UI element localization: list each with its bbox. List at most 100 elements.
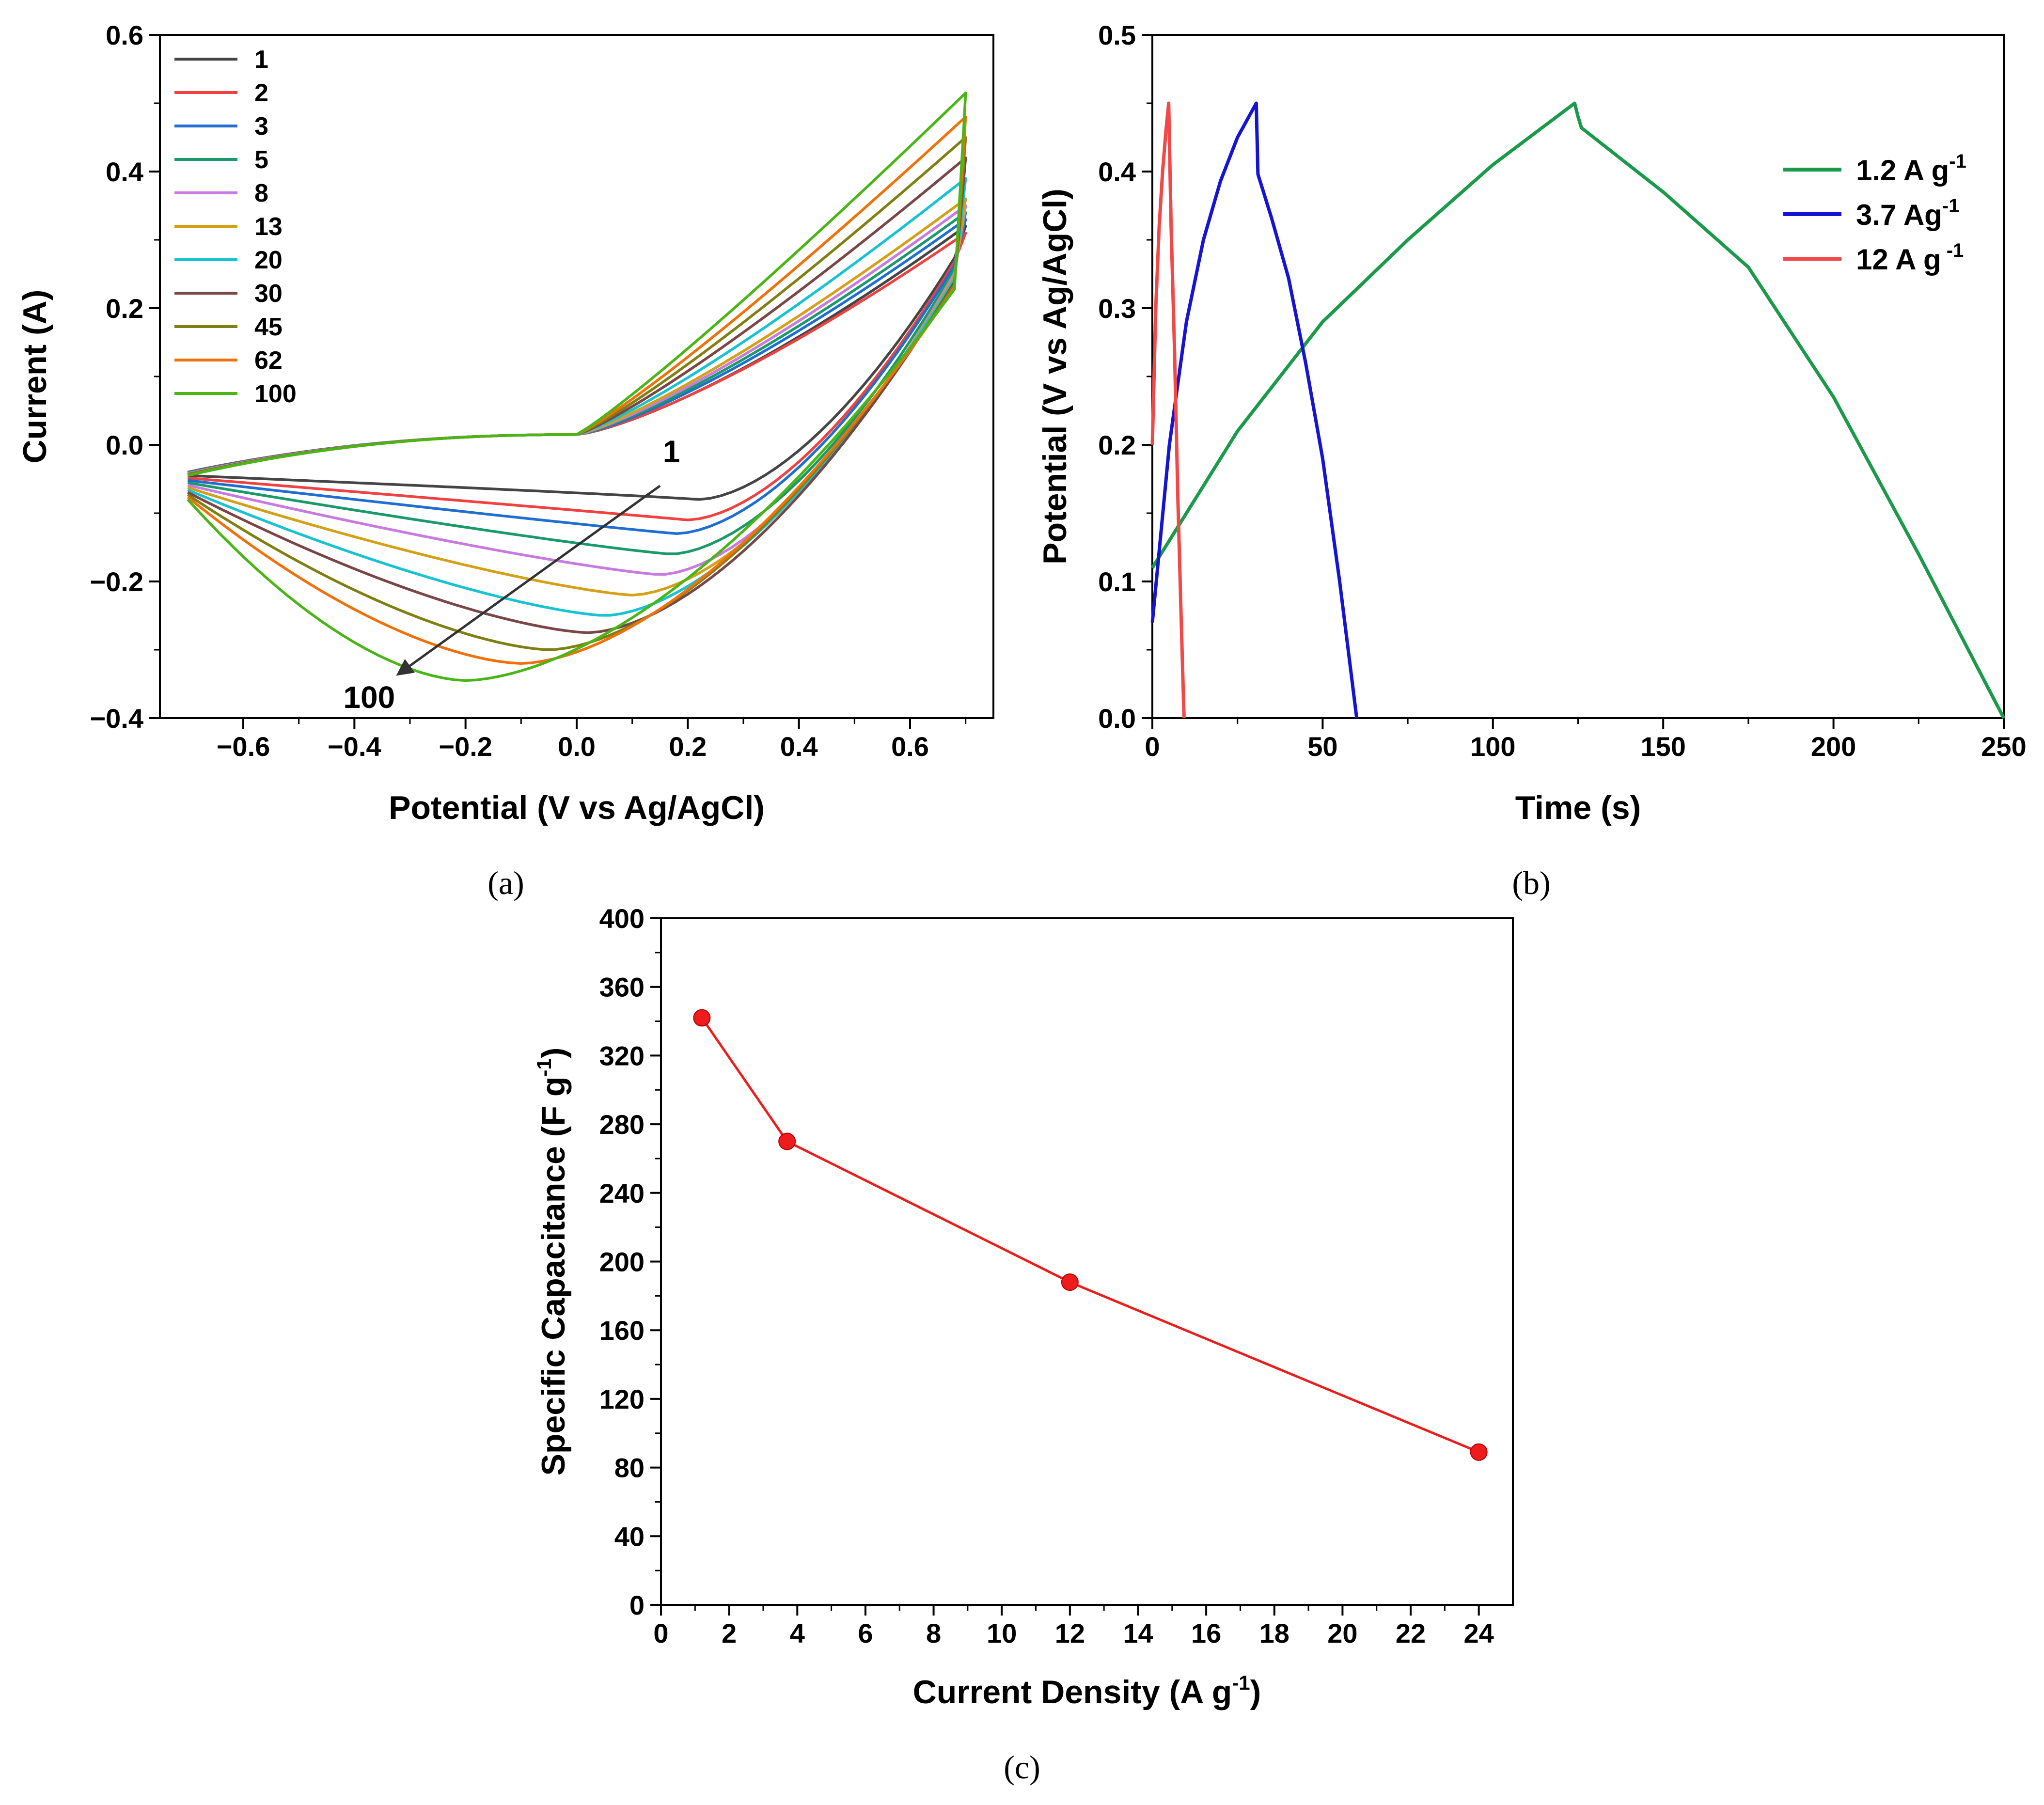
panel-c-y-axis-title: Specific Capacitance (F g-1) [533,1048,572,1476]
panel-b-legend-label-main: 12 A g [1856,243,1941,276]
panel-a-legend-label-13: 13 [254,213,283,241]
panel-c-x-axis-title-end: ) [1250,1674,1261,1711]
panel-b-x-tick-label: 200 [1811,731,1856,762]
panel-a-y-tick-label: 0.6 [106,20,143,50]
panel-a-trend-arrow [396,485,661,676]
panel-b-y-tick-label: 0.2 [1098,430,1136,460]
panel-c-y-tick-label: 360 [599,972,645,1003]
panel-c-y-tick-label: 40 [614,1521,645,1552]
panel-c-x-tick-label: 4 [790,1618,805,1648]
panel-b-x-tick-label: 0 [1145,731,1160,762]
panel-c-y-tick-label: 120 [599,1384,645,1414]
panel-a-y-tick-label: 0.0 [106,430,143,460]
panel-c-data-point [1470,1443,1488,1461]
panel-c-series-line [701,1017,1479,1454]
panel-a-legend-label-3: 3 [254,112,268,141]
panel-a-y-axis-title: Current (A) [16,290,53,464]
panel-c-y-axis-title-main: Specific Capacitance (F g [535,1077,572,1476]
panel-c-y-tick-label: 320 [599,1040,645,1071]
panel-c-x-tick-label: 24 [1464,1618,1494,1648]
panel-c-y-tick-label: 240 [599,1178,645,1209]
panel-a-x-tick-label: 0.2 [669,731,707,762]
panel-b-legend-label-1: 3.7 Ag-1 [1856,195,1959,231]
panel-a-y-tick-label: −0.2 [90,566,143,597]
panel-c-data-point [693,1009,711,1027]
panel-b-caption: (b) [1512,864,1550,901]
panel-c-y-axis-title-superscript: -1 [533,1058,555,1076]
panel-a-y-tick-label: 0.2 [106,293,143,324]
panel-a-legend-label-2: 2 [254,79,268,107]
panel-a-series-line-100 [187,92,967,682]
panel-c-y-tick-label: 80 [614,1453,645,1483]
panel-a-x-tick-label: −0.4 [328,731,381,762]
panel-a-y-tick-label: −0.4 [90,703,143,734]
panel-b-x-tick-label: 250 [1981,731,2026,762]
panel-a-legend-label-1: 1 [254,46,268,74]
panel-c-x-axis-title-main: Current Density (A g [913,1674,1232,1711]
panel-a-annotation-end: 100 [343,680,395,715]
panel-c-x-tick-label: 0 [653,1618,668,1648]
panel-b-series-line-0 [1151,101,2006,719]
panel-b-x-tick-label: 100 [1470,731,1515,762]
panel-b-y-tick-label: 0.5 [1098,20,1136,50]
panel-a-x-tick-label: −0.2 [439,731,492,762]
panel-b-legend-label-main: 3.7 Ag [1856,199,1942,231]
panel-b-legend-label-sup: -1 [1942,195,1960,217]
panel-a-legend-label-20: 20 [254,246,283,274]
panel-a-legend-label-62: 62 [254,346,283,375]
panel-b-y-tick-label: 0.3 [1098,293,1136,324]
panel-a-legend-label-45: 45 [254,313,283,341]
panel-b-legend-label-0: 1.2 A g-1 [1856,151,1966,187]
panel-a-legend-label-8: 8 [254,179,268,207]
panel-c-caption: (c) [1004,1749,1040,1786]
panel-a-x-tick-label: 0.0 [558,731,596,762]
panel-c-x-tick-label: 16 [1191,1618,1221,1648]
panel-c-x-tick-label: 14 [1123,1618,1153,1648]
panel-b-x-tick-label: 50 [1307,731,1337,762]
panel-a-caption: (a) [487,864,524,901]
panel-c-y-tick-label: 200 [599,1247,645,1277]
panel-a-x-tick-label: 0.6 [891,731,929,762]
panel-b-legend-label-sup: -1 [1949,151,1966,172]
panel-b-series-line-1 [1150,101,1359,719]
panel-c-y-tick-label: 280 [599,1109,645,1140]
panel-a-annotation-start: 1 [663,434,680,469]
panel-c-x-tick-label: 20 [1327,1618,1357,1648]
panel-a-y-tick-label: 0.4 [106,157,143,187]
panel-b-y-tick-label: 0.0 [1098,703,1136,734]
panel-c-x-axis-title-superscript: -1 [1232,1671,1250,1694]
panel-c-specific-capacitance: 0 2 4 6 8 10 12 14 16 18 20 22 240408012016020024028… [533,903,1514,1711]
panel-c-x-tick-label: 10 [987,1618,1017,1648]
panel-c-x-axis-title: Current Density (A g-1) [913,1671,1261,1711]
panel-c-y-tick-label: 400 [599,903,645,934]
panel-b-y-tick-label: 0.1 [1098,566,1136,597]
panel-a-x-axis-title: Potential (V vs Ag/AgCl) [389,789,765,826]
panel-b-series-line-2 [1150,101,1186,719]
panel-a-legend-label-100: 100 [254,380,297,408]
panel-c-x-tick-label: 6 [858,1618,873,1648]
panel-a-x-tick-label: −0.6 [217,731,270,762]
panel-b-legend-label-2: 12 A g -1 [1856,240,1964,276]
panel-a-legend-label-30: 30 [254,280,283,308]
panel-c-x-tick-label: 2 [722,1618,737,1648]
panel-b-y-tick-label: 0.4 [1098,157,1136,187]
panel-c-y-tick-label: 160 [599,1315,645,1346]
panel-c-x-tick-label: 22 [1396,1618,1426,1648]
panel-b-x-tick-label: 150 [1640,731,1685,762]
panel-a-legend-label-5: 5 [254,146,268,174]
panel-c-data-point [1061,1273,1079,1291]
panel-c-x-tick-label: 18 [1259,1618,1289,1648]
panel-a-x-tick-label: 0.4 [780,731,818,762]
panel-b-charge-discharge: 0 50 100 150 200 250 0.0 0.1 0.2 0.3 0.4 0.5 Time (s… [1037,20,2027,826]
panel-c-x-tick-label: 12 [1055,1618,1085,1648]
panel-b-x-axis-title: Time (s) [1515,789,1641,826]
panel-c-x-tick-label: 8 [926,1618,941,1648]
panel-c-y-tick-label: 0 [629,1590,645,1620]
panel-b-legend-label-sup: -1 [1941,240,1964,261]
panel-b-y-axis-title: Potential (V vs Ag/AgCl) [1037,188,1073,565]
panel-b-legend-label-main: 1.2 A g [1856,154,1949,187]
panel-a-cyclic-voltammetry: −0.6 −0.4 −0.2 0.0 0.2 0.4 0.6 −0.4 −0.2 0.0 0.2 0.… [16,20,994,826]
panel-c-data-point [778,1132,796,1150]
